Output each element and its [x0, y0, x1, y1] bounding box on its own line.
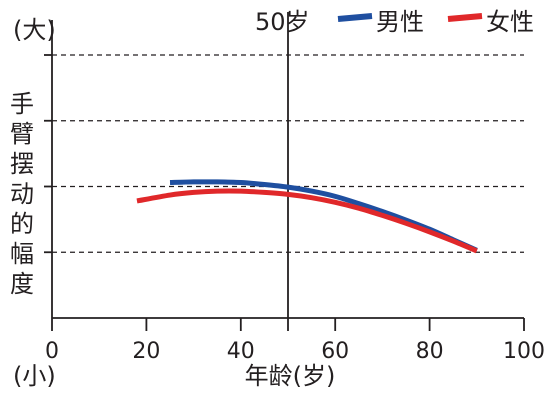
series-line-1 — [169, 179, 478, 253]
x-tick-label-80: 80 — [416, 339, 444, 364]
legend-swatch-1 — [337, 13, 373, 22]
x-ticks: 0 20 40 60 80 100 — [45, 318, 545, 364]
x-axis-label: 年龄(岁) — [245, 362, 336, 390]
x-tick-label-0: 0 — [45, 339, 59, 364]
y-axis-label: 手臂摆动的幅度 — [10, 90, 34, 298]
x-tick-label-40: 40 — [227, 339, 255, 364]
legend-label-2: 女性 — [486, 8, 534, 36]
series-line-2 — [136, 188, 478, 254]
x-tick-label-60: 60 — [321, 339, 349, 364]
legend-label-1: 男性 — [376, 8, 424, 36]
y-top-label: (大) — [13, 16, 56, 44]
gridlines — [44, 54, 524, 254]
legend-swatch-2 — [447, 13, 483, 22]
y-bottom-label: (小) — [13, 362, 56, 390]
x-tick-label-100: 100 — [503, 339, 545, 364]
legend: 男性 女性 — [337, 8, 534, 36]
x-tick-label-20: 20 — [132, 339, 160, 364]
annotation-50: 50岁 — [255, 8, 310, 36]
series-lines — [136, 179, 478, 254]
